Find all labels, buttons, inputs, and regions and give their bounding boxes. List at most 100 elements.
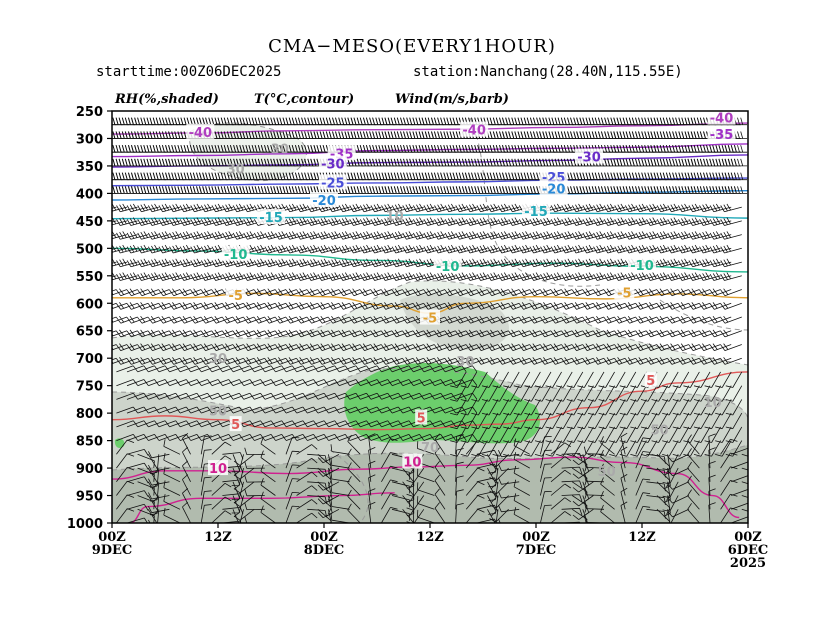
wind-barb <box>577 385 594 402</box>
wind-barb <box>200 449 212 469</box>
wind-barb <box>465 495 485 510</box>
wind-barb <box>667 203 689 213</box>
wind-barb <box>222 231 244 240</box>
wind-barb <box>630 426 647 443</box>
wind-barb <box>476 217 499 226</box>
wind-barb <box>434 447 446 469</box>
wind-barb <box>232 231 255 240</box>
wind-barb <box>264 244 287 254</box>
wind-barb <box>381 231 403 240</box>
wind-barb <box>603 272 626 281</box>
wind-barb <box>630 385 647 402</box>
wind-barb <box>540 504 552 523</box>
wind-barb <box>158 217 181 226</box>
wind-barb <box>715 426 732 443</box>
wind-barb <box>285 272 308 281</box>
rh-contour-label: 50 <box>651 424 669 439</box>
wind-barb <box>444 231 467 240</box>
rh-contour-label: 50 <box>598 465 616 480</box>
wind-barb <box>687 522 689 523</box>
wind-barb <box>497 258 520 268</box>
wind-barb <box>116 244 138 254</box>
wind-barb <box>592 522 594 523</box>
wind-barb <box>498 504 520 513</box>
wind-barb <box>137 522 139 523</box>
wind-barb <box>190 217 212 226</box>
wind-barb <box>147 258 170 268</box>
wind-barb <box>381 272 403 281</box>
wind-barb <box>465 203 488 213</box>
wind-barb <box>577 426 594 443</box>
wind-barb <box>330 444 350 455</box>
wind-barb <box>572 495 594 507</box>
wind-barb <box>488 468 499 488</box>
wind-barb <box>112 244 128 253</box>
wind-barb <box>211 231 234 240</box>
wind-barb <box>412 217 435 226</box>
wind-barb <box>200 504 212 523</box>
rh-contour-label: 10 <box>704 396 722 411</box>
wind-barb <box>545 371 562 388</box>
wind-barb <box>620 460 628 482</box>
wind-barb <box>488 495 499 515</box>
wind-barb <box>582 231 605 240</box>
wind-barb <box>619 399 637 416</box>
temperature-contour-label: -5 <box>617 286 631 301</box>
wind-barb <box>561 272 583 281</box>
wind-barb <box>741 453 748 457</box>
wind-barb <box>518 217 541 226</box>
wind-barb <box>540 491 552 510</box>
y-tick-label: 300 <box>76 132 103 147</box>
wind-barb <box>624 217 647 226</box>
wind-barb <box>455 244 477 254</box>
wind-barb <box>233 453 255 466</box>
wind-barb <box>667 244 689 254</box>
wind-barb <box>715 371 732 388</box>
wind-barb <box>406 467 425 484</box>
wind-barb <box>349 231 371 240</box>
temperature-contour-label: -30 <box>577 151 601 166</box>
wind-barb <box>640 385 658 402</box>
wind-barb <box>317 272 340 281</box>
wind-barb <box>620 446 628 469</box>
wind-barb <box>600 477 615 496</box>
wind-barb <box>508 217 530 226</box>
wind-barb <box>693 385 711 402</box>
wind-barb <box>232 203 255 213</box>
wind-barb <box>370 203 393 213</box>
contour-label-bg <box>614 284 635 300</box>
x-tick-label: 12Z <box>628 530 656 545</box>
wind-barb <box>646 203 668 213</box>
wind-barb <box>556 412 573 430</box>
wind-barb <box>253 231 276 240</box>
wind-barb <box>699 258 721 268</box>
wind-barb <box>434 502 446 523</box>
wind-barb <box>662 481 679 499</box>
wind-barb <box>455 489 464 510</box>
contour-label-bg <box>644 372 657 388</box>
wind-barb <box>593 231 615 240</box>
wind-barb <box>126 517 148 523</box>
wind-barb <box>211 217 234 226</box>
wind-barb <box>667 272 689 281</box>
wind-barb <box>556 371 573 388</box>
wind-barb <box>487 272 509 281</box>
wind-barb <box>513 385 531 402</box>
wind-barb <box>731 461 748 469</box>
wind-barb <box>662 495 679 512</box>
wind-barb <box>518 231 541 240</box>
wind-barb <box>600 449 615 469</box>
wind-barb <box>481 371 499 388</box>
wind-barb <box>571 272 594 281</box>
wind-barb <box>583 460 605 469</box>
wind-barb <box>275 258 297 268</box>
wind-barb <box>572 481 594 493</box>
wind-barb <box>487 231 509 240</box>
wind-barb <box>582 203 605 213</box>
wind-barb <box>231 467 244 486</box>
wind-barb <box>687 475 700 496</box>
wind-barb <box>572 522 573 523</box>
wind-barb <box>349 203 371 213</box>
wind-barb <box>179 231 202 240</box>
wind-barb <box>455 448 464 469</box>
